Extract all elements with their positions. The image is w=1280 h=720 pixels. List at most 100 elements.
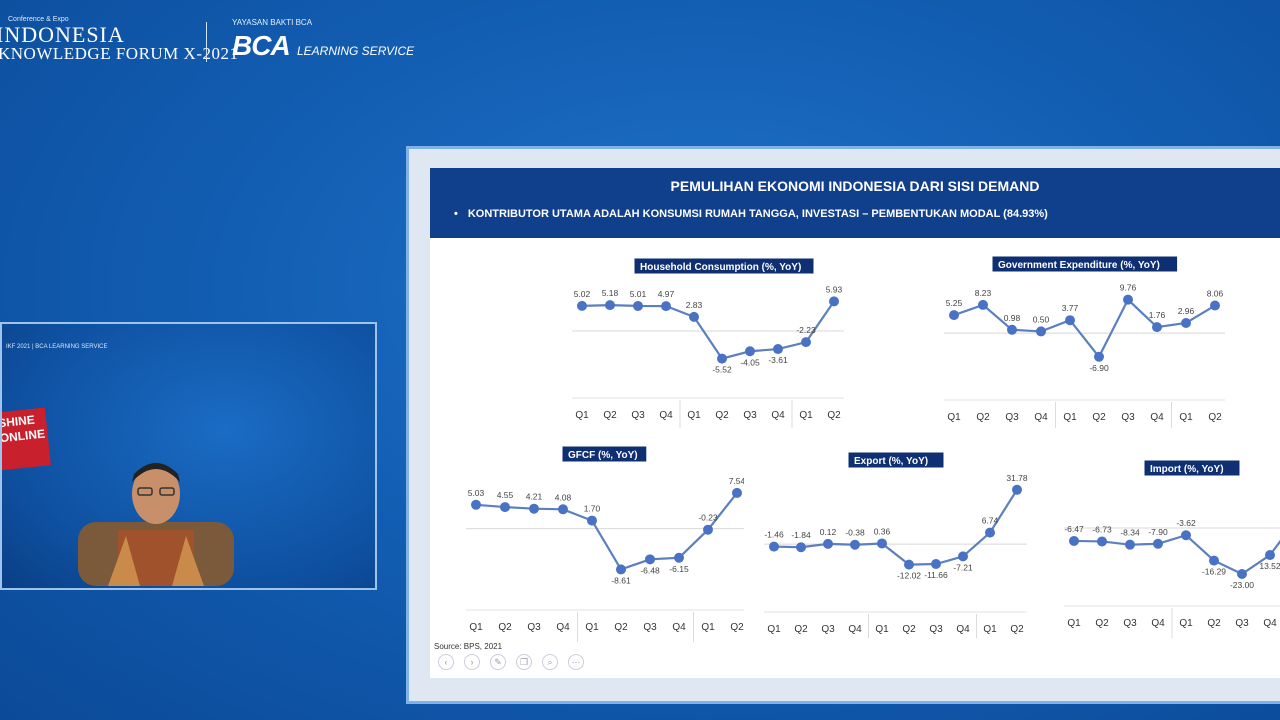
tick-label: Q3 [929,624,943,635]
tick-label: Q4 [1150,412,1164,423]
tick-label: Q1 [469,622,483,633]
household-consumption-chart: Household Consumption (%, YoY) 5.02 5.18 5.… [572,257,844,428]
data-label: -8.61 [611,575,631,585]
presentation-slide: PEMULIHAN EKONOMI INDONESIA DARI SISI DE… [430,168,1280,678]
tick-label: Q1 [687,410,701,421]
data-label: 5.02 [574,289,591,299]
data-point [904,559,914,570]
chart-title: Export (%, YoY) [854,456,928,467]
pen-icon[interactable]: ✎ [490,654,506,670]
tick-label: Q2 [715,410,729,421]
data-point [616,564,626,575]
chart-title: Government Expenditure (%, YoY) [998,260,1160,271]
presenter-image [78,463,234,586]
data-label: 31.78 [1006,473,1028,483]
data-point [1007,324,1017,335]
tick-label: Q1 [1179,412,1193,423]
tick-label: Q1 [1063,412,1077,423]
data-point [529,503,539,514]
data-label: 6.74 [982,516,999,526]
bca-logo: BCA [232,30,291,61]
forward-icon[interactable]: › [464,654,480,670]
data-point [558,504,568,515]
copy-icon[interactable]: ❐ [516,654,532,670]
data-point [1065,315,1075,326]
chart-title: Import (%, YoY) [1150,464,1224,475]
export-chart: Export (%, YoY) -1.46 -1.84 0.12 -0.38 0.36 -1… [764,451,1028,638]
data-point [732,487,742,498]
data-label: -11.66 [924,570,948,580]
data-label: -1.46 [764,530,784,540]
header-divider [206,22,207,62]
slide-header: PEMULIHAN EKONOMI INDONESIA DARI SISI DE… [430,168,1280,238]
tick-label: Q3 [821,624,835,635]
data-label: -6.90 [1089,363,1109,373]
tick-label: Q1 [585,622,599,633]
tick-label: Q1 [701,622,715,633]
chart-title-box [1143,460,1241,477]
import-chart: Import (%, YoY) -6.47 -6.73 -8.34 -7.90 -3.62… [1064,460,1280,638]
tick-label: Q3 [1123,618,1137,629]
data-label: -1.84 [791,530,811,540]
tick-label: Q3 [1005,412,1019,423]
tick-label: Q2 [1092,412,1106,423]
data-point [605,300,615,311]
zoom-icon[interactable]: ⌕ [542,654,558,670]
tick-label: Q3 [527,622,541,633]
data-point [471,499,481,510]
data-label: -23.00 [1230,580,1254,590]
data-label: 0.98 [1004,313,1021,323]
data-point [1181,317,1191,328]
data-point [587,515,597,526]
data-label: -7.90 [1148,527,1168,537]
sponsor-tagline: LEARNING SERVICE [297,44,415,58]
data-point [674,552,684,563]
data-label: 4.55 [497,490,514,500]
data-point [769,541,779,552]
slide-subtitle-text: KONTRIBUTOR UTAMA ADALAH KONSUMSI RUMAH … [467,208,1048,220]
data-label: 0.36 [874,526,891,536]
data-point [717,353,727,364]
tick-label: Q1 [947,412,961,423]
gfcf-chart: GFCF (%, YoY) 5.03 4.55 4.21 4.08 1.70 -8.61 -6… [466,445,744,642]
tick-label: Q4 [1151,618,1165,629]
tick-label: Q3 [1235,618,1249,629]
data-point [823,538,833,549]
event-title-line2: KNOWLEDGE FORUM X-2021 [0,44,239,63]
tick-label: Q4 [1034,412,1048,423]
tick-label: Q3 [631,410,645,421]
tick-label: Q2 [794,624,808,635]
speaker-video[interactable]: IKF 2021 | BCA LEARNING SERVICE SHINE ON… [0,322,377,590]
data-point [1210,300,1220,311]
tick-label: Q4 [659,410,673,421]
data-point [801,337,811,348]
source-note: Source: BPS, 2021 [434,642,503,651]
data-label: 5.03 [468,488,485,498]
data-point [1123,294,1133,305]
back-icon[interactable]: ‹ [438,654,454,670]
series-line [475,492,738,571]
data-point [1069,535,1079,546]
tick-label: Q2 [902,624,916,635]
data-point [1265,550,1275,561]
data-label: -6.47 [1064,524,1084,534]
data-label: -16.29 [1202,567,1226,577]
event-header: Conference & Expo INDONESIA KNOWLEDGE FO… [0,14,420,64]
data-label: 5.18 [602,288,619,298]
tick-label: Q1 [875,624,889,635]
data-point [661,301,671,312]
government-expenditure-chart: Government Expenditure (%, YoY) 5.25 8.23 0… [944,255,1225,428]
data-label: 4.97 [658,289,675,299]
data-point [1209,555,1219,566]
data-point [985,527,995,538]
data-label: -4.05 [740,357,760,367]
chart-title-box [633,257,815,275]
tick-label: Q3 [1121,412,1135,423]
more-icon[interactable]: ⋯ [568,654,584,670]
data-point [745,346,755,357]
data-point [1153,538,1163,549]
data-label: -12.02 [897,571,921,581]
data-point [1237,569,1247,579]
tick-label: Q1 [1067,618,1081,629]
tick-label: Q4 [848,624,862,635]
